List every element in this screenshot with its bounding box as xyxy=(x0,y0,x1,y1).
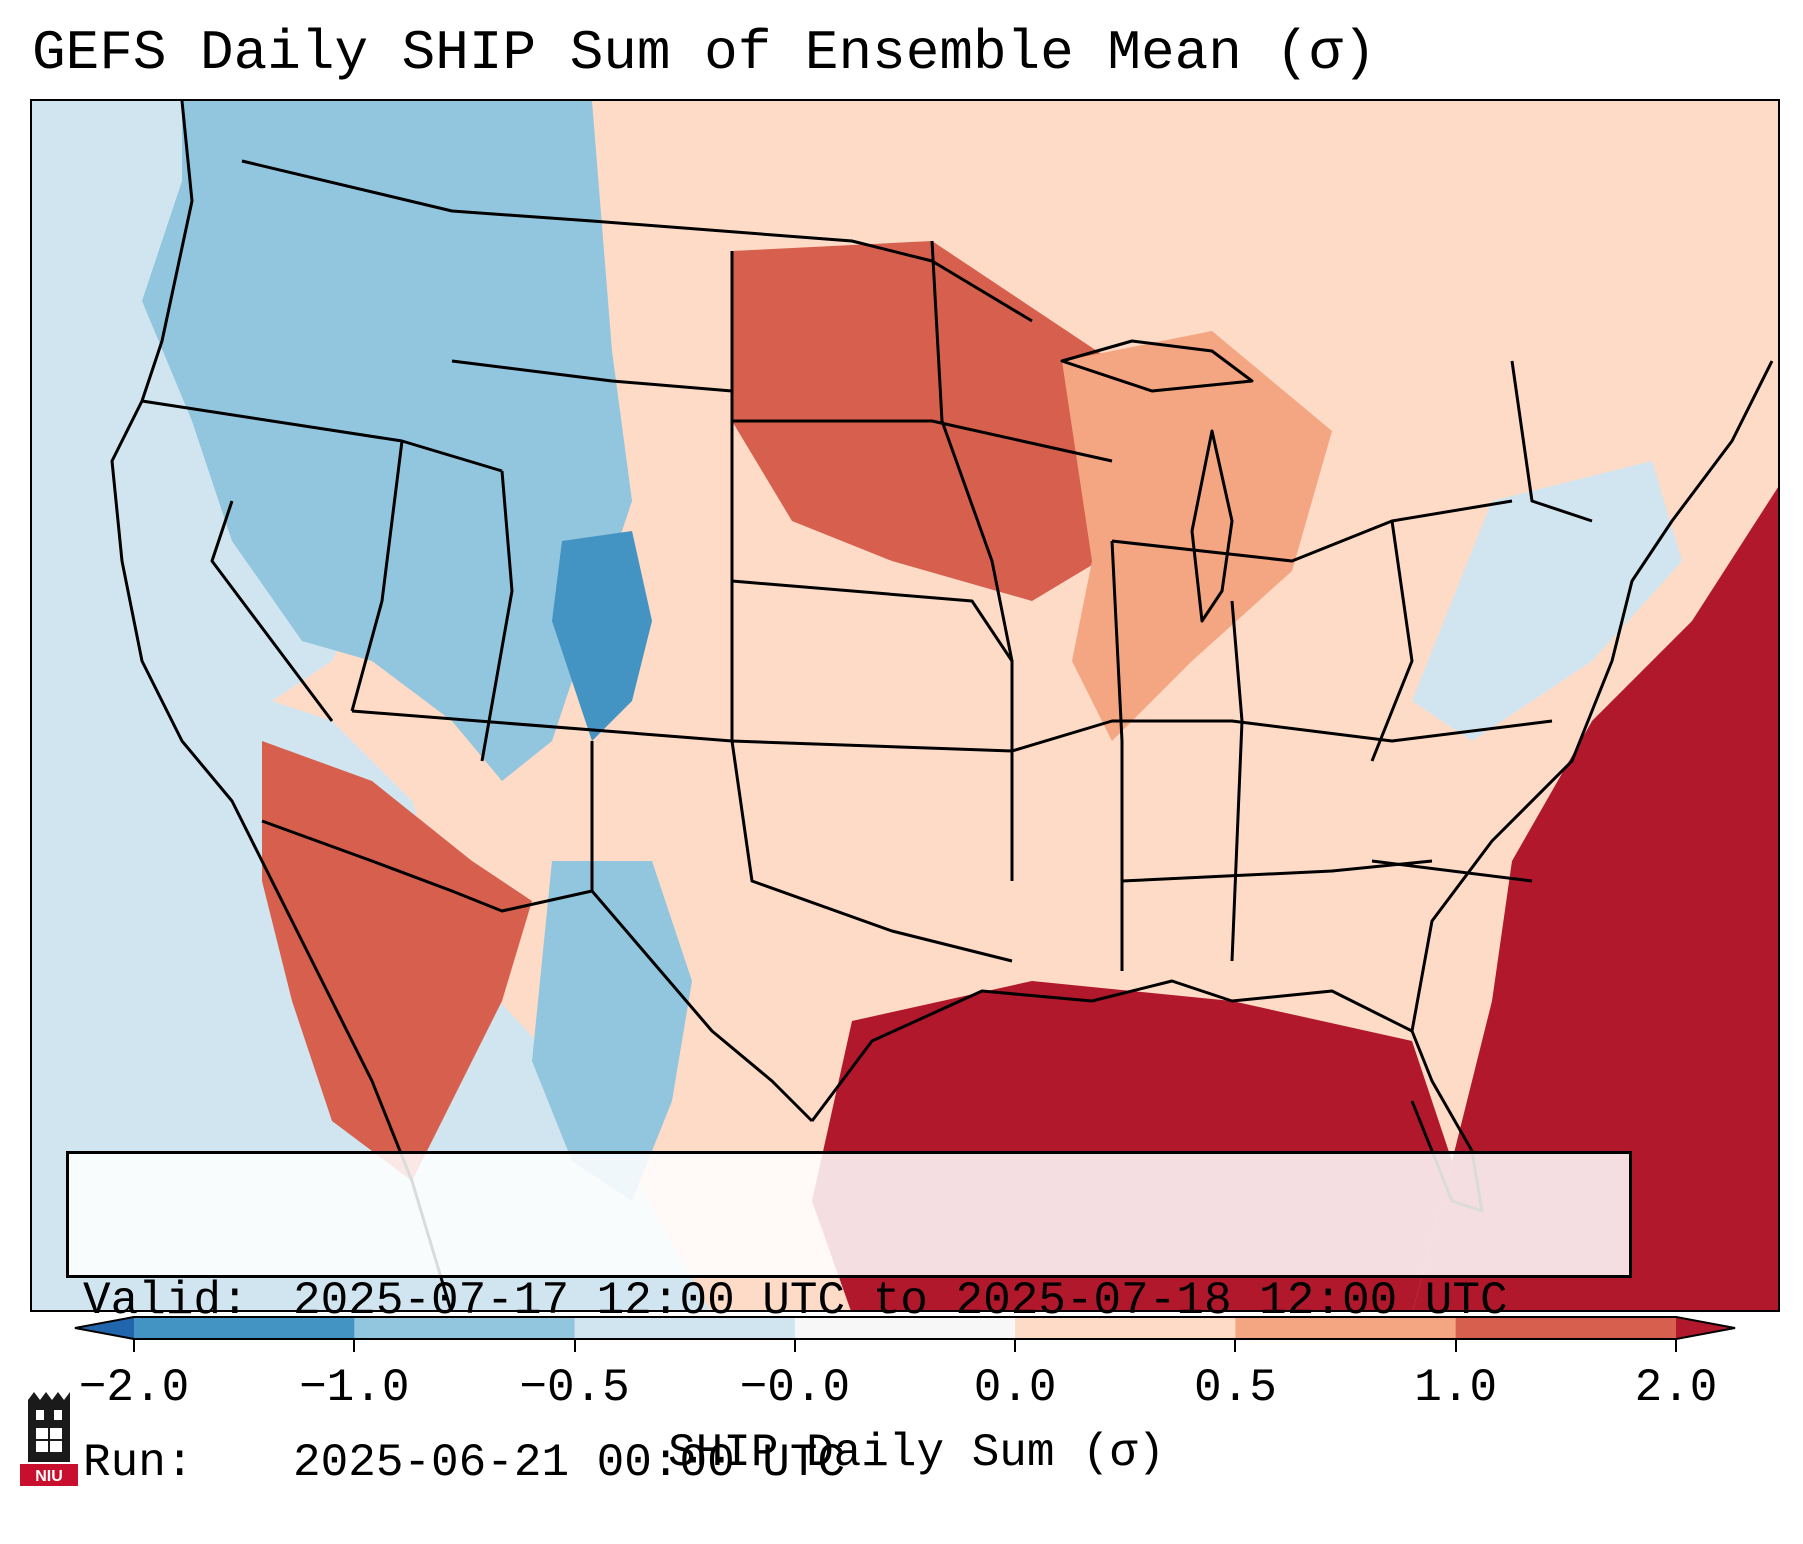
state-line xyxy=(1110,540,1124,971)
map-panel xyxy=(30,99,1780,1312)
west-coast-outline xyxy=(110,101,453,1310)
state-line xyxy=(350,440,404,712)
state-line xyxy=(731,579,1014,662)
colorbar-tick-label: 2.0 xyxy=(1634,1362,1718,1414)
map-region-desert-southwest xyxy=(262,741,532,1181)
logo-text: NIU xyxy=(35,1468,63,1485)
niu-logo-icon: NIU xyxy=(20,1392,78,1486)
atlantic-coast xyxy=(1410,360,1774,1032)
state-line xyxy=(1111,499,1513,563)
map-region-mid-atlantic-coast xyxy=(1412,461,1682,741)
anomaly-map xyxy=(32,101,1778,1310)
valid-run-info-box: Valid: 2025-07-17 12:00 UTC to 2025-07-18… xyxy=(66,1151,1632,1489)
lake-michigan xyxy=(1190,429,1234,623)
state-line xyxy=(730,740,1013,963)
colorbar-bin xyxy=(1015,1316,1236,1340)
colorbar-bin xyxy=(1455,1316,1677,1340)
colorbar-extend-low xyxy=(74,1316,134,1340)
state-line xyxy=(1121,859,1433,883)
colorbar xyxy=(74,1316,1736,1340)
state-line xyxy=(1370,520,1414,762)
colorbar-extend-high xyxy=(1676,1316,1736,1340)
colorbar-bin xyxy=(1235,1316,1457,1340)
gulf-coast xyxy=(810,979,1413,1122)
colorbar-tick-mark xyxy=(1675,1340,1677,1352)
run-label: Run: xyxy=(83,1437,194,1489)
state-line xyxy=(1510,360,1593,523)
run-line: Run: 2025-06-21 00:00 UTC xyxy=(83,1436,1629,1490)
state-line xyxy=(480,470,514,762)
map-region-texas-west xyxy=(532,861,692,1201)
colorbar-bin xyxy=(354,1316,576,1340)
state-line xyxy=(732,419,1113,463)
state-borders xyxy=(110,101,1774,1310)
map-region-atlantic-ocean xyxy=(1413,487,1778,1310)
state-line xyxy=(1011,719,1553,753)
state-line xyxy=(451,359,733,393)
colorbar-bin xyxy=(574,1316,796,1340)
state-line xyxy=(1230,600,1244,962)
chart-title: GEFS Daily SHIP Sum of Ensemble Mean (σ) xyxy=(32,21,1377,85)
map-region-northern-rockies xyxy=(352,151,552,561)
colorbar-label: SHIP Daily Sum (σ) xyxy=(668,1427,1165,1479)
colorbar-outline xyxy=(74,1316,1736,1340)
colorbar-bin xyxy=(794,1316,1016,1340)
map-region-great-lakes xyxy=(1062,331,1332,741)
northern-border xyxy=(241,159,1033,323)
state-line xyxy=(210,500,334,722)
run-value: 2025-06-21 00:00 UTC xyxy=(293,1437,846,1489)
map-region-colorado-core xyxy=(552,531,652,741)
colorbar-bin xyxy=(134,1316,355,1340)
state-line xyxy=(930,240,1014,881)
lake-superior xyxy=(1060,339,1254,393)
